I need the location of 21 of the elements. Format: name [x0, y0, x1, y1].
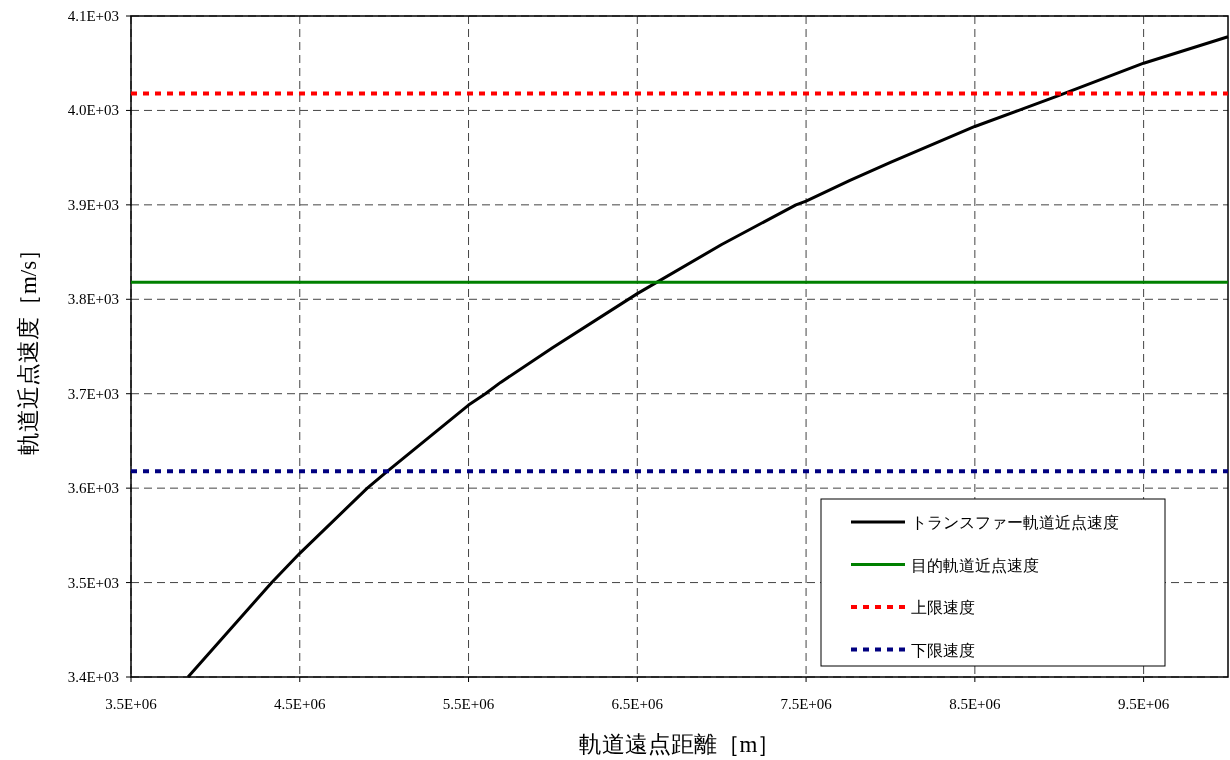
legend-label: 上限速度	[911, 599, 975, 616]
x-tick-label: 5.5E+06	[442, 696, 495, 712]
y-tick-label: 3.8E+03	[67, 291, 119, 308]
y-tick-label: 3.9E+03	[67, 196, 119, 213]
x-tick-label: 3.5E+06	[105, 696, 158, 712]
legend-label: 目的軌道近点速度	[911, 556, 1039, 574]
y-tick-label: 4.1E+03	[67, 8, 119, 24]
y-tick-label: 3.5E+03	[67, 574, 119, 591]
legend-label: トランスファー軌道近点速度	[911, 514, 1119, 531]
x-tick-label: 8.5E+06	[949, 696, 1002, 712]
x-tick-label: 4.5E+06	[274, 696, 326, 712]
x-axis-title: 軌道遠点距離［m］	[578, 732, 781, 757]
y-axis-title: 軌道近点速度［m/s］	[16, 237, 41, 456]
y-tick-label: 3.7E+03	[67, 385, 119, 402]
x-tick-label: 6.5E+06	[611, 696, 664, 712]
legend-label: 下限速度	[911, 641, 975, 659]
x-tick-label: 7.5E+06	[780, 696, 833, 712]
x-tick-label: 9.5E+06	[1117, 696, 1170, 712]
y-tick-label: 3.6E+03	[67, 480, 119, 497]
y-tick-label: 3.4E+03	[67, 669, 119, 685]
y-tick-label: 4.0E+03	[67, 102, 119, 119]
